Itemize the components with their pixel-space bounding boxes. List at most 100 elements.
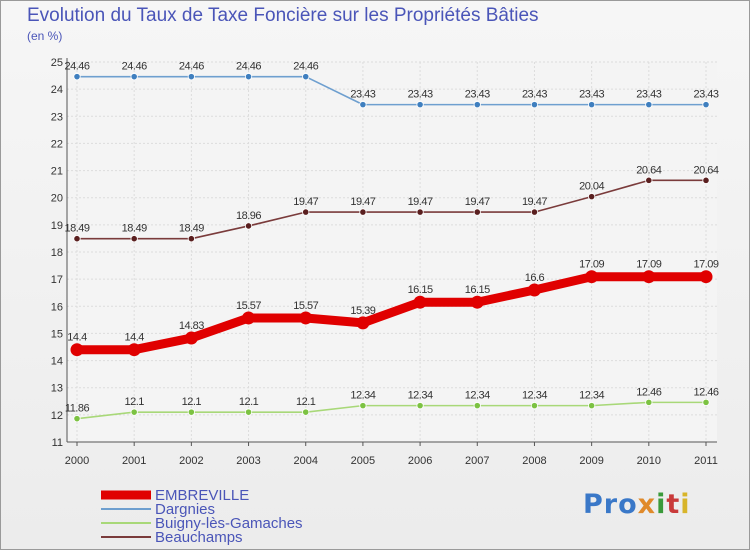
data-point xyxy=(130,235,138,243)
data-label: 12.1 xyxy=(239,396,259,408)
data-label-layer: 24.46 24.46 24.46 24.46 24.46 23.43 23.43 23.43… xyxy=(64,61,719,415)
data-point xyxy=(530,402,539,410)
data-label: 19.47 xyxy=(408,196,433,208)
data-point xyxy=(242,311,256,325)
y-tick-label: 13 xyxy=(51,383,63,395)
data-label: 14.4 xyxy=(67,332,87,344)
data-point xyxy=(702,101,710,109)
data-point xyxy=(699,270,713,284)
data-label: 19.47 xyxy=(522,196,547,208)
data-point xyxy=(702,398,710,406)
data-point xyxy=(130,73,138,81)
data-point xyxy=(645,176,653,184)
x-tick-label: 2002 xyxy=(179,455,203,467)
data-label: 19.47 xyxy=(350,196,375,208)
data-point xyxy=(70,343,84,357)
data-label: 12.46 xyxy=(636,386,661,398)
data-point xyxy=(130,408,138,416)
data-label: 12.1 xyxy=(124,396,144,408)
legend-label: Dargnies xyxy=(155,501,215,518)
data-point xyxy=(642,270,656,284)
data-label: 11.86 xyxy=(65,403,90,415)
legend: EMBREVILLEDargniesBuigny-lès-GamachesBea… xyxy=(101,487,303,546)
data-point xyxy=(473,402,481,410)
data-point xyxy=(585,270,599,284)
data-label: 24.46 xyxy=(179,61,204,73)
x-tick-label: 2003 xyxy=(236,455,260,467)
x-tick-label: 2005 xyxy=(351,455,375,467)
data-label: 15.57 xyxy=(236,300,261,312)
data-label: 24.46 xyxy=(236,61,261,73)
data-point xyxy=(187,73,195,81)
data-label: 12.1 xyxy=(296,396,316,408)
data-point xyxy=(645,398,653,406)
data-label: 12.1 xyxy=(182,396,202,408)
data-label: 14.4 xyxy=(124,332,144,344)
y-tick-label: 24 xyxy=(51,84,63,96)
data-point xyxy=(73,415,81,423)
data-label: 15.39 xyxy=(350,305,375,317)
data-point xyxy=(530,101,539,109)
data-point xyxy=(187,408,195,416)
x-tick-label: 2008 xyxy=(522,455,546,467)
data-point xyxy=(470,295,484,309)
data-point xyxy=(187,235,195,243)
data-point xyxy=(244,408,253,416)
data-label: 15.57 xyxy=(293,300,318,312)
data-label: 24.46 xyxy=(122,61,147,73)
logo-part: i xyxy=(680,489,691,520)
data-label: 12.46 xyxy=(693,386,718,398)
data-label: 20.04 xyxy=(579,181,604,193)
data-label: 23.43 xyxy=(465,89,490,101)
data-point xyxy=(356,316,370,330)
data-point xyxy=(73,235,81,243)
data-point xyxy=(416,101,424,109)
data-label: 18.49 xyxy=(64,223,89,235)
data-point xyxy=(359,101,367,109)
chart-title: Evolution du Taux de Taxe Foncière sur l… xyxy=(27,5,539,26)
x-tick-label: 2001 xyxy=(122,455,146,467)
data-point xyxy=(359,208,367,216)
data-point xyxy=(244,222,253,230)
y-tick-label: 22 xyxy=(51,138,63,150)
data-point xyxy=(413,295,427,309)
x-tick-label: 2009 xyxy=(579,455,603,467)
data-label: 12.34 xyxy=(579,390,604,402)
data-point xyxy=(127,343,141,357)
y-tick-label: 23 xyxy=(51,111,63,123)
x-tick-label: 2006 xyxy=(408,455,432,467)
data-label: 17.09 xyxy=(636,259,661,271)
series-line-embreville xyxy=(72,272,711,355)
data-point xyxy=(588,101,596,109)
data-point xyxy=(588,402,596,410)
grid-layer xyxy=(67,61,717,443)
data-label: 23.43 xyxy=(350,89,375,101)
x-tick-label: 2011 xyxy=(694,455,718,467)
data-label: 16.15 xyxy=(465,284,490,296)
data-label: 17.09 xyxy=(579,259,604,271)
y-tick-label: 16 xyxy=(51,301,63,313)
logo-part: t xyxy=(666,489,681,520)
axis-layer: 11 12 13 14 15 16 17 18 19 20 21 22 23 24 25 2000 2001 20… xyxy=(51,57,718,467)
data-point xyxy=(473,208,481,216)
logo-part: i xyxy=(656,489,667,520)
data-label: 23.43 xyxy=(522,89,547,101)
data-point xyxy=(184,331,198,345)
y-tick-label: 12 xyxy=(51,410,63,422)
data-point xyxy=(416,402,424,410)
y-tick-label: 11 xyxy=(52,437,63,449)
data-point xyxy=(73,73,81,81)
legend-label: EMBREVILLE xyxy=(155,487,249,504)
data-point xyxy=(302,73,310,81)
y-tick-label: 25 xyxy=(51,57,63,69)
data-label: 23.43 xyxy=(579,89,604,101)
chart-unit: (en %) xyxy=(27,29,63,43)
data-label: 14.83 xyxy=(179,320,204,332)
legend-label: Beauchamps xyxy=(155,529,243,546)
y-tick-label: 19 xyxy=(51,220,63,232)
x-tick-label: 2007 xyxy=(465,455,489,467)
data-label: 16.15 xyxy=(408,284,433,296)
data-point xyxy=(299,311,313,325)
data-label: 18.49 xyxy=(122,223,147,235)
